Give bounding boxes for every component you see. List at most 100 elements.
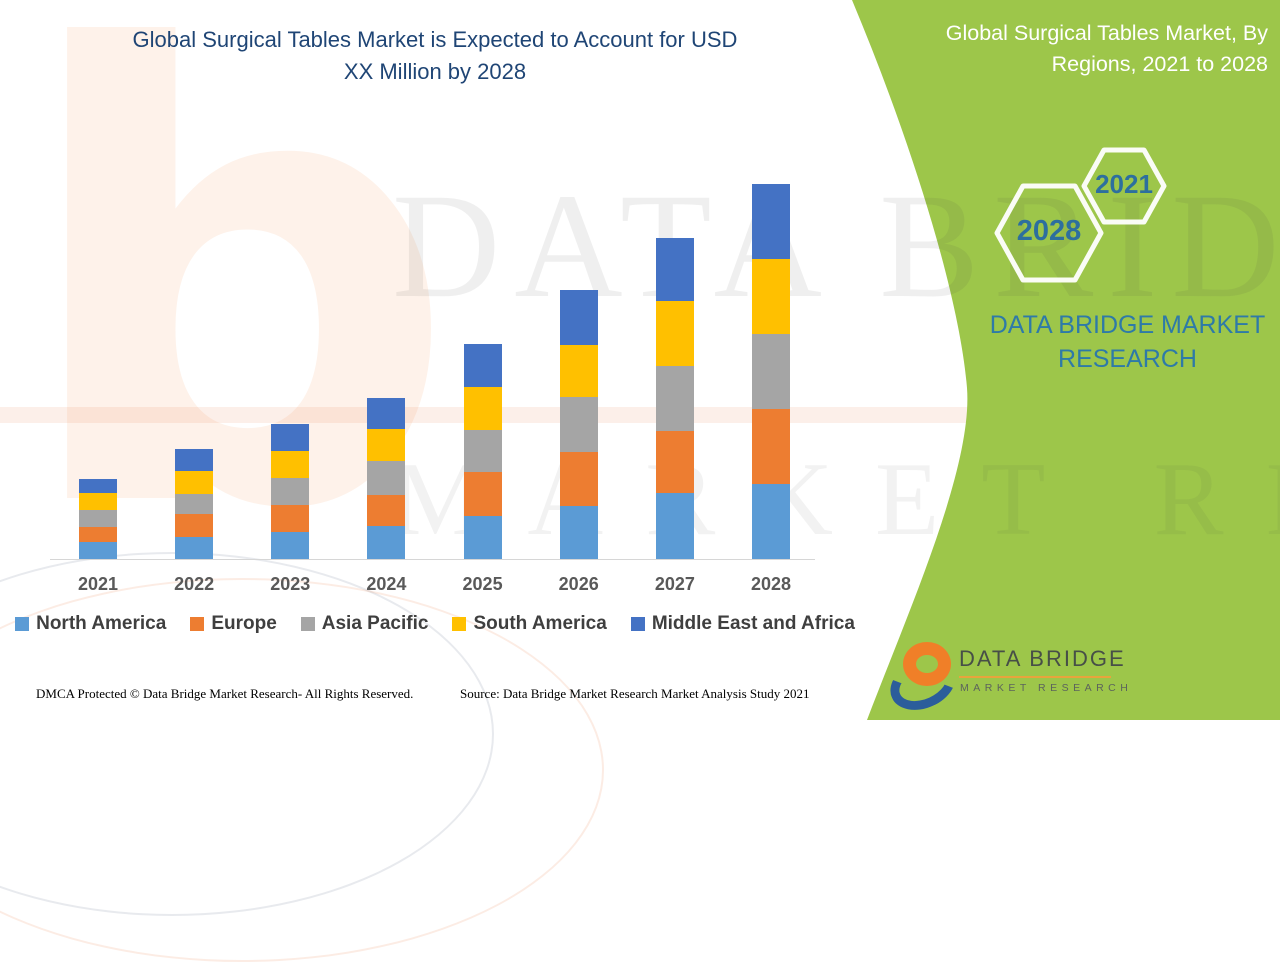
bar-2026: [559, 179, 598, 559]
bar-2027: [655, 179, 694, 559]
legend-item-europe: Europe: [190, 613, 277, 635]
bar-segment-2028-south-america: [751, 259, 790, 334]
legend-item-north-america: North America: [15, 613, 166, 635]
legend-swatch-icon: [630, 617, 645, 631]
bar-plot: [79, 179, 790, 559]
bar-2022: [175, 179, 214, 559]
bar-segment-2026-europe: [559, 452, 598, 506]
side-panel-title-line2: Regions, 2021 to 2028: [1051, 52, 1268, 76]
bar-segment-2023-middle-east-and-africa: [271, 424, 310, 451]
bar-segment-2027-north-america: [655, 493, 694, 559]
x-axis-label-2021: 2021: [77, 574, 119, 594]
bar-segment-2022-europe: [175, 514, 214, 537]
bar-2021: [79, 179, 117, 559]
bar-segment-2027-europe: [655, 431, 694, 493]
bar-segment-2023-asia-pacific: [271, 478, 310, 505]
bar-segment-2028-asia-pacific: [751, 334, 790, 409]
watermark-text-market-research: MARKET RESEARCH: [392, 440, 1280, 557]
bar-2028: [751, 179, 790, 559]
legend-label: Middle East and Africa: [651, 613, 855, 634]
x-axis-label-2024: 2024: [366, 574, 407, 594]
bar-segment-2022-south-america: [175, 471, 214, 494]
bar-segment-2021-europe: [79, 527, 117, 542]
bar-segment-2021-south-america: [79, 493, 117, 510]
bar-segment-2021-asia-pacific: [79, 510, 117, 527]
bar-2025: [463, 179, 502, 559]
bar-segment-2024-north-america: [367, 526, 406, 559]
logo-swoosh-icon: [882, 648, 964, 720]
x-axis-label-2028: 2028: [750, 574, 791, 594]
footer-source-text: Source: Data Bridge Market Research Mark…: [460, 686, 810, 701]
bar-segment-2024-middle-east-and-africa: [367, 398, 406, 429]
bar-segment-2021-middle-east-and-africa: [79, 479, 117, 493]
watermark-text-data-bridge: DATA BRIDGE: [392, 163, 1280, 329]
bar-segment-2026-south-america: [559, 345, 598, 397]
hexagon-label-2021: 2021: [1095, 169, 1153, 199]
logo-name-text: DATA BRIDGE: [959, 646, 1124, 678]
legend-swatch-icon: [452, 617, 467, 631]
hexagon-2028: [994, 183, 1104, 283]
chart-title-line1: Global Surgical Tables Market is Expecte…: [132, 27, 738, 52]
brand-wordmark: DATA BRIDGE MARKET RESEARCH: [985, 308, 1270, 376]
x-axis-label-2023: 2023: [270, 574, 311, 594]
legend-swatch-icon: [15, 617, 30, 631]
bar-segment-2024-south-america: [367, 429, 406, 461]
bar-segment-2024-asia-pacific: [367, 461, 406, 495]
bar-segment-2021-north-america: [79, 542, 117, 559]
legend-label: South America: [473, 613, 607, 634]
chart-legend: North America Europe Asia Pacific South Ame…: [10, 613, 860, 635]
x-axis-label-2025: 2025: [462, 574, 503, 594]
side-panel-title-line1: Global Surgical Tables Market, By: [945, 21, 1268, 45]
hexagon-2021: [1081, 147, 1167, 225]
bar-segment-2023-south-america: [271, 451, 310, 478]
x-axis-line: [50, 559, 815, 560]
bar-segment-2028-north-america: [751, 484, 790, 559]
bar-segment-2025-middle-east-and-africa: [463, 344, 502, 387]
chart-title: Global Surgical Tables Market is Expecte…: [40, 24, 830, 88]
side-panel-title: Global Surgical Tables Market, By Region…: [880, 18, 1268, 80]
hexagons-svg: [0, 0, 1280, 720]
legend-item-asia-pacific: Asia Pacific: [300, 613, 429, 635]
brand-wordmark-line2: RESEARCH: [1058, 345, 1197, 373]
brand-wordmark-line1: DATA BRIDGE MARKET: [989, 311, 1266, 339]
bar-segment-2026-asia-pacific: [559, 397, 598, 452]
bar-segment-2023-north-america: [271, 532, 310, 559]
bar-segment-2026-middle-east-and-africa: [559, 290, 598, 345]
bar-segment-2025-south-america: [463, 387, 502, 430]
data-bridge-logo-icon: [882, 640, 964, 720]
legend-item-south-america: South America: [452, 613, 607, 635]
x-axis-label-2026: 2026: [558, 574, 599, 594]
legend-swatch-icon: [300, 617, 315, 631]
chart-title-line2: XX Million by 2028: [343, 59, 527, 84]
footer-dmca-text: DMCA Protected © Data Bridge Market Rese…: [36, 686, 414, 701]
bar-segment-2028-europe: [751, 409, 790, 484]
x-axis-labels: 2021 2022 2023 2024 2025 2026 2027 2028: [68, 574, 801, 595]
legend-label: Asia Pacific: [321, 613, 429, 634]
x-axis-label-2027: 2027: [654, 574, 695, 594]
legend-label: North America: [36, 613, 167, 634]
bar-segment-2027-south-america: [655, 301, 694, 366]
bar-segment-2028-middle-east-and-africa: [751, 184, 790, 259]
legend-label: Europe: [211, 613, 277, 634]
bar-segment-2025-europe: [463, 472, 502, 516]
legend-item-middle-east-and-africa: Middle East and Africa: [630, 613, 855, 635]
side-panel-shape: [852, 0, 1280, 720]
bar-2024: [367, 179, 406, 559]
logo-sub-text: MARKET RESEARCH: [960, 682, 1133, 694]
hexagon-label-2028: 2028: [1016, 215, 1082, 247]
bar-segment-2026-north-america: [559, 506, 598, 559]
bar-segment-2022-north-america: [175, 537, 214, 559]
bar-segment-2022-asia-pacific: [175, 494, 214, 514]
logo-b-icon: [903, 642, 951, 686]
side-panel-svg: [852, 0, 1280, 720]
legend-swatch-icon: [190, 617, 205, 631]
bar-segment-2023-europe: [271, 505, 310, 532]
x-axis-label-2022: 2022: [174, 574, 215, 594]
bar-2023: [271, 179, 310, 559]
bar-segment-2024-europe: [367, 495, 406, 526]
bar-segment-2027-middle-east-and-africa: [655, 238, 694, 301]
bar-segment-2022-middle-east-and-africa: [175, 449, 214, 471]
data-bridge-logo: DATA BRIDGE MARKET RESEARCH: [882, 638, 1128, 720]
bar-segment-2025-asia-pacific: [463, 430, 502, 472]
